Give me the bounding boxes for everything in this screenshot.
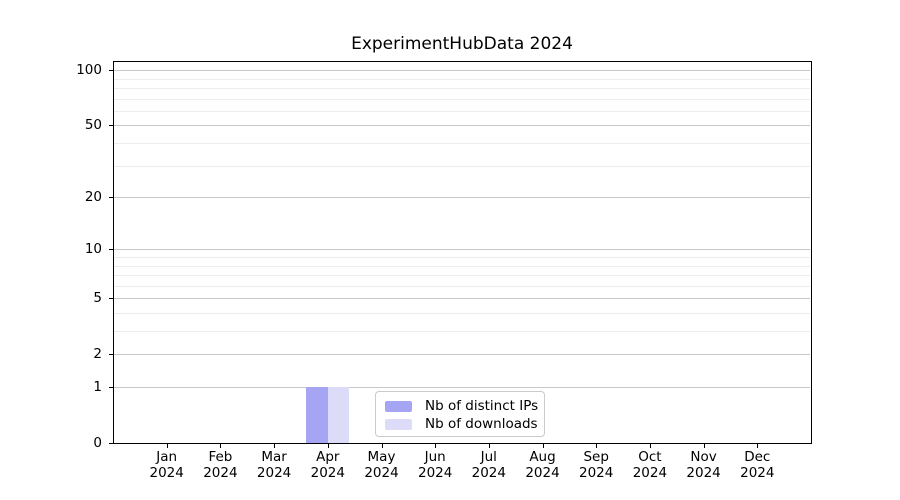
x-tick-month: Mar — [261, 449, 287, 465]
gridline-minor — [114, 257, 810, 258]
bar-downloads — [327, 387, 350, 443]
gridline-major — [114, 387, 810, 388]
x-tick-year: 2024 — [203, 465, 238, 481]
x-tick-month: Nov — [690, 449, 717, 465]
legend-swatch-distinct-ips — [385, 400, 412, 412]
y-tick-label: 0 — [93, 435, 102, 451]
legend: Nb of distinct IPs Nb of downloads — [375, 391, 545, 437]
x-tick — [542, 444, 544, 448]
x-tick-year: 2024 — [418, 465, 453, 481]
x-tick — [649, 444, 651, 448]
x-tick — [435, 444, 437, 448]
x-tick — [274, 444, 276, 448]
x-tick — [703, 444, 705, 448]
x-tick — [488, 444, 490, 448]
gridline-minor — [114, 331, 810, 332]
gridline-minor — [114, 265, 810, 267]
x-tick-label: Oct 2024 — [618, 449, 682, 481]
y-tick — [109, 125, 113, 127]
gridline-minor — [114, 98, 810, 100]
y-tick-label: 50 — [84, 117, 102, 134]
y-tick-label: 10 — [84, 241, 102, 258]
gridline-major — [114, 125, 810, 127]
legend-label-downloads: Nb of downloads — [425, 416, 538, 432]
x-tick-year: 2024 — [686, 465, 721, 481]
y-tick-label: 2 — [93, 346, 102, 363]
chart-title: ExperimentHubData 2024 — [351, 34, 573, 54]
y-tick — [109, 70, 113, 72]
y-tick-label: 1 — [93, 379, 102, 395]
gridline-minor — [114, 110, 810, 112]
x-tick-label: May 2024 — [350, 449, 414, 481]
x-tick-year: 2024 — [149, 465, 184, 481]
legend-item-distinct-ips: Nb of distinct IPs — [385, 398, 539, 414]
x-tick-month: Apr — [316, 449, 340, 465]
x-tick-label: Jul 2024 — [457, 449, 521, 481]
legend-swatch-downloads — [385, 418, 412, 430]
x-tick — [327, 444, 329, 448]
gridline-minor — [114, 88, 810, 89]
gridline-major — [114, 197, 810, 199]
x-tick-month: Oct — [638, 449, 662, 465]
y-tick — [109, 197, 113, 199]
y-tick — [109, 443, 113, 444]
gridline-major — [114, 70, 810, 72]
gridline-minor — [114, 275, 810, 276]
x-tick — [757, 444, 759, 448]
x-tick-month: May — [367, 449, 396, 465]
x-tick — [381, 444, 383, 448]
x-tick-year: 2024 — [364, 465, 399, 481]
gridline-major — [114, 298, 810, 300]
gridline-major — [114, 249, 810, 251]
x-tick-year: 2024 — [579, 465, 614, 481]
x-tick-year: 2024 — [632, 465, 668, 481]
x-tick-label: Jan 2024 — [135, 449, 199, 481]
x-tick-month: Jan — [156, 449, 178, 465]
gridline-minor — [114, 313, 810, 314]
x-tick-label: Mar 2024 — [242, 449, 306, 481]
x-tick-month: Feb — [208, 449, 233, 465]
x-tick-year: 2024 — [310, 465, 345, 481]
gridline-minor — [114, 78, 810, 80]
gridline-minor — [114, 143, 810, 144]
x-tick-year: 2024 — [740, 465, 775, 481]
x-tick-year: 2024 — [525, 465, 560, 481]
x-tick-label: Dec 2024 — [725, 449, 789, 481]
bar-distinct-ips — [306, 387, 328, 443]
x-tick — [220, 444, 222, 448]
x-tick-label: Jun 2024 — [403, 449, 467, 481]
gridline-minor — [114, 285, 810, 287]
x-tick-month: Sep — [583, 449, 609, 465]
y-tick — [109, 354, 113, 356]
gridline-major — [114, 354, 810, 356]
x-tick-label: Aug 2024 — [511, 449, 575, 481]
gridline-minor — [114, 165, 810, 167]
x-tick-label: Sep 2024 — [564, 449, 628, 481]
y-tick — [109, 298, 113, 300]
legend-label-distinct-ips: Nb of distinct IPs — [425, 398, 539, 414]
y-tick — [109, 249, 113, 251]
x-tick-month: Dec — [744, 449, 771, 465]
x-tick-label: Apr 2024 — [296, 449, 360, 481]
y-tick-label: 100 — [76, 62, 102, 79]
y-tick-label: 5 — [93, 290, 102, 307]
x-tick — [166, 444, 168, 448]
x-tick-month: Jul — [480, 449, 497, 465]
x-tick-year: 2024 — [471, 465, 506, 481]
y-tick — [109, 387, 113, 388]
x-tick-label: Nov 2024 — [672, 449, 736, 481]
y-tick-label: 20 — [84, 189, 102, 206]
legend-item-downloads: Nb of downloads — [385, 416, 538, 432]
x-tick-month: Aug — [529, 449, 556, 465]
x-tick — [596, 444, 598, 448]
x-tick-month: Jun — [424, 449, 446, 465]
x-tick-year: 2024 — [256, 465, 292, 481]
x-tick-label: Feb 2024 — [188, 449, 252, 481]
